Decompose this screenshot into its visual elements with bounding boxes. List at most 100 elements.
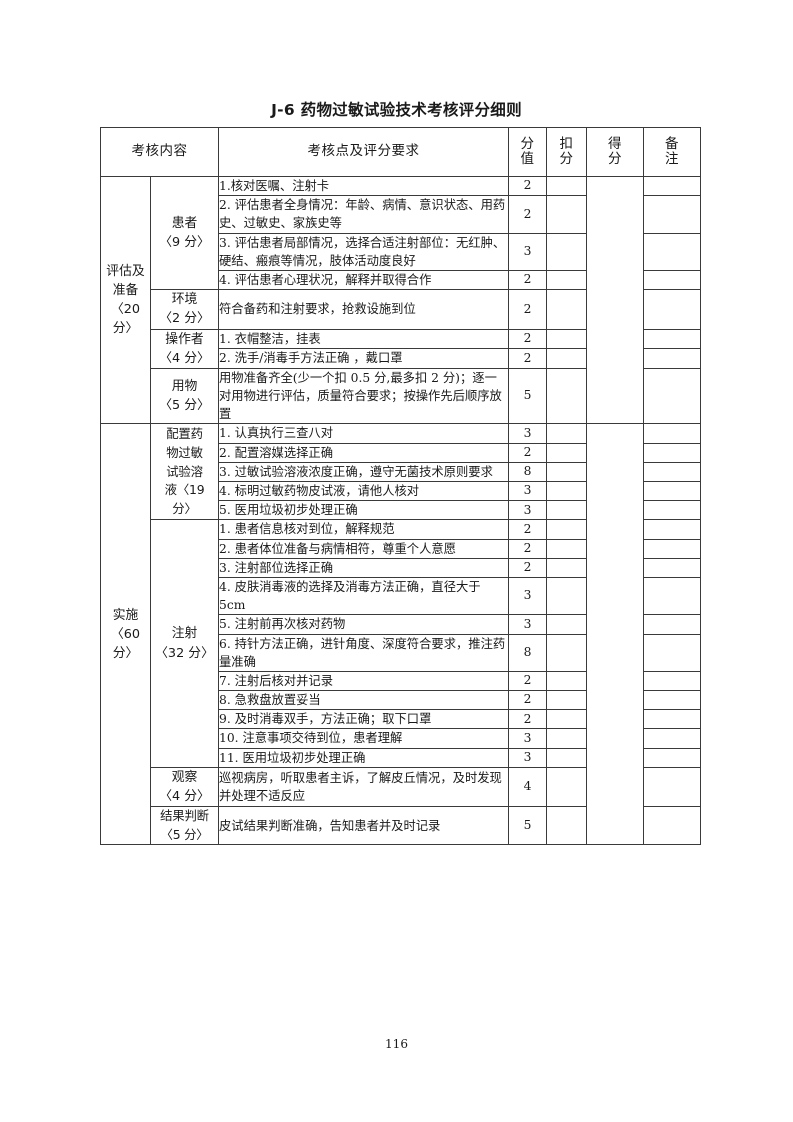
table-row: 4. 评估患者心理状况，解释并取得合作 2: [101, 269, 701, 291]
score-input-cell[interactable]: [586, 423, 644, 846]
deduction-input-cell[interactable]: [546, 576, 587, 616]
remark-input-cell[interactable]: [643, 195, 701, 234]
deduction-input-cell[interactable]: [546, 519, 587, 540]
deduction-input-cell[interactable]: [546, 348, 587, 369]
remark-input-cell[interactable]: [643, 576, 701, 616]
deduction-input-cell[interactable]: [546, 423, 587, 444]
criteria-detail-cell: 2. 评估患者全身情况：年龄、病情、意识状态、用药史、过敏史、家族史等: [218, 195, 509, 234]
remark-input-cell[interactable]: [643, 670, 701, 692]
deduction-input-cell[interactable]: [546, 328, 587, 350]
subgroup-name-cell: 注射 〈32 分〉: [150, 519, 219, 768]
table-row: 实施 〈60 分〉 配置药 物过敏 试验溶 液〈19 分〉 1. 认真执行三查八对 3: [100, 423, 701, 846]
deduction-input-cell[interactable]: [546, 670, 587, 692]
table-row: 6. 持针方法正确，进针角度、深度符合要求，推注药量准确 8: [101, 633, 701, 672]
points-value-cell: 3: [508, 423, 547, 444]
deduction-input-cell[interactable]: [546, 175, 587, 197]
remark-input-cell[interactable]: [643, 519, 701, 540]
deduction-input-cell[interactable]: [546, 557, 587, 578]
points-value-cell: 3: [508, 500, 547, 521]
deduction-input-cell[interactable]: [546, 461, 587, 483]
remark-input-cell[interactable]: [643, 232, 701, 271]
deduction-input-cell[interactable]: [546, 500, 587, 521]
criteria-detail-cell: 1. 衣帽整洁，挂表: [218, 328, 509, 350]
deduction-input-cell[interactable]: [546, 709, 587, 730]
remark-input-cell[interactable]: [643, 348, 701, 369]
criteria-detail-cell: 7. 注射后核对并记录: [218, 670, 509, 692]
deduction-input-cell[interactable]: [546, 747, 587, 768]
subgroup-name-cell: 环境 〈2 分〉: [150, 289, 219, 330]
remark-input-cell[interactable]: [643, 269, 701, 291]
criteria-detail-cell: 4. 评估患者心理状况，解释并取得合作: [218, 269, 509, 291]
remark-input-cell[interactable]: [643, 175, 701, 197]
remark-input-cell[interactable]: [643, 500, 701, 521]
deduction-input-cell[interactable]: [546, 269, 587, 291]
criteria-detail-cell: 10. 注意事项交待到位，患者理解: [218, 728, 509, 749]
subgroup-name-cell: 患者 〈9 分〉: [150, 175, 219, 291]
header-points: 分 值: [508, 127, 547, 177]
table-row: 环境 〈2 分〉 符合备药和注射要求，抢救设施到位 2: [101, 289, 701, 330]
table-row: 11. 医用垃圾初步处理正确 3: [101, 747, 701, 768]
deduction-input-cell[interactable]: [546, 633, 587, 672]
remark-input-cell[interactable]: [643, 747, 701, 768]
scoring-criteria-table: 考核内容 考核点及评分要求 分 值 扣 分 得 分 备 注: [100, 127, 701, 846]
deduction-input-cell[interactable]: [546, 538, 587, 559]
deduction-input-cell[interactable]: [546, 806, 587, 846]
remark-input-cell[interactable]: [643, 538, 701, 559]
table-row: 10. 注意事项交待到位，患者理解 3: [101, 728, 701, 749]
remark-input-cell[interactable]: [643, 289, 701, 330]
remark-input-cell[interactable]: [643, 557, 701, 578]
deduction-input-cell[interactable]: [546, 728, 587, 749]
criteria-detail-cell: 符合备药和注射要求，抢救设施到位: [218, 289, 509, 330]
criteria-detail-cell: 4. 皮肤消毒液的选择及消毒方法正确，直径大于 5cm: [218, 576, 509, 616]
remark-input-cell[interactable]: [643, 633, 701, 672]
page-number: 116: [385, 1037, 408, 1051]
remark-input-cell[interactable]: [643, 423, 701, 444]
points-value-cell: 2: [508, 442, 547, 463]
deduction-input-cell[interactable]: [546, 480, 587, 502]
subgroup-name-cell: 操作者 〈4 分〉: [150, 328, 219, 369]
remark-input-cell[interactable]: [643, 614, 701, 635]
deduction-input-cell[interactable]: [546, 766, 587, 808]
criteria-detail-cell: 2. 洗手/消毒手方法正确 ，戴口罩: [218, 348, 509, 369]
criteria-detail-cell: 2. 患者体位准备与病情相符，尊重个人意愿: [218, 538, 509, 559]
deduction-input-cell[interactable]: [546, 232, 587, 271]
remark-input-cell[interactable]: [643, 806, 701, 846]
deduction-input-cell[interactable]: [546, 442, 587, 463]
points-value-cell: 2: [508, 519, 547, 540]
remark-input-cell[interactable]: [643, 328, 701, 350]
table-row: 2. 患者体位准备与病情相符，尊重个人意愿 2: [101, 538, 701, 559]
remark-input-cell[interactable]: [643, 709, 701, 730]
points-value-cell: 4: [508, 766, 547, 808]
points-value-cell: 8: [508, 633, 547, 672]
remark-input-cell[interactable]: [643, 442, 701, 463]
criteria-detail-cell: 皮试结果判断准确，告知患者并及时记录: [218, 806, 509, 846]
deduction-input-cell[interactable]: [546, 690, 587, 711]
points-value-cell: 2: [508, 348, 547, 369]
table-row: 2. 配置溶媒选择正确 2: [101, 442, 701, 463]
header-section: 考核内容: [100, 127, 219, 177]
points-value-cell: 2: [508, 670, 547, 692]
table-row: 2. 评估患者全身情况：年龄、病情、意识状态、用药史、过敏史、家族史等 2: [101, 195, 701, 234]
remark-input-cell[interactable]: [643, 690, 701, 711]
table-row: 5. 医用垃圾初步处理正确 3: [101, 500, 701, 521]
criteria-detail-cell: 8. 急救盘放置妥当: [218, 690, 509, 711]
deduction-input-cell[interactable]: [546, 289, 587, 330]
remark-input-cell[interactable]: [643, 461, 701, 483]
table-row: 3. 注射部位选择正确 2: [101, 557, 701, 578]
points-value-cell: 2: [508, 709, 547, 730]
table-row: 4. 标明过敏药物皮试液，请他人核对 3: [101, 480, 701, 502]
subgroup-name-cell: 配置药 物过敏 试验溶 液〈19 分〉: [150, 423, 219, 521]
deduction-input-cell[interactable]: [546, 367, 587, 425]
table-row: 3. 评估患者局部情况，选择合适注射部位：无红肿、硬结、瘢痕等情况，肢体活动度良…: [101, 232, 701, 271]
remark-input-cell[interactable]: [643, 728, 701, 749]
remark-input-cell[interactable]: [643, 367, 701, 425]
points-value-cell: 3: [508, 747, 547, 768]
remark-input-cell[interactable]: [643, 766, 701, 808]
criteria-detail-cell: 5. 注射前再次核对药物: [218, 614, 509, 635]
score-input-cell[interactable]: [586, 175, 644, 425]
deduction-input-cell[interactable]: [546, 195, 587, 234]
remark-input-cell[interactable]: [643, 480, 701, 502]
deduction-input-cell[interactable]: [546, 614, 587, 635]
criteria-detail-cell: 3. 注射部位选择正确: [218, 557, 509, 578]
